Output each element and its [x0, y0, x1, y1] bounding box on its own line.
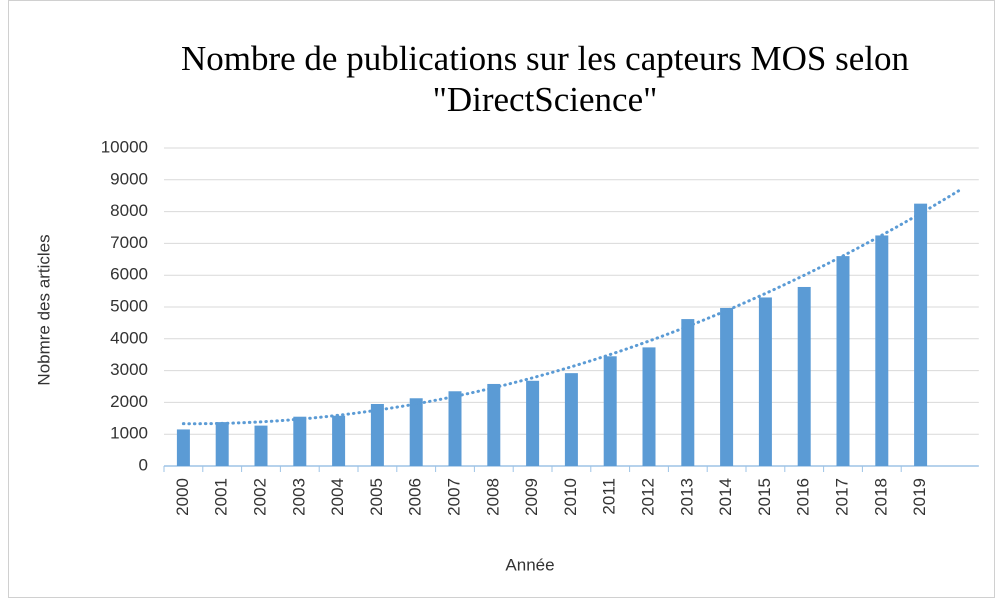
bar	[914, 203, 928, 466]
bar	[797, 286, 811, 466]
bar	[293, 416, 307, 466]
x-axis-label: Année	[505, 555, 554, 574]
x-tick-label: 2006	[406, 478, 425, 516]
y-tick-label: 1000	[110, 424, 148, 443]
y-tick-label: 0	[139, 455, 148, 474]
y-tick-label: 3000	[110, 360, 148, 379]
bar	[409, 398, 423, 466]
x-tick-label: 2000	[173, 478, 192, 516]
bar	[215, 422, 229, 466]
x-tick-label: 2019	[910, 478, 929, 516]
bar	[875, 235, 889, 466]
bar	[370, 403, 384, 466]
bar	[332, 415, 346, 466]
x-tick-label: 2009	[522, 478, 541, 516]
trendline	[181, 188, 961, 426]
x-tick-label: 2003	[289, 478, 308, 516]
chart-title: Nombre de publications sur les capteurs …	[180, 39, 910, 119]
x-tick-label: 2016	[794, 478, 813, 516]
x-tick-label: 2005	[367, 478, 386, 516]
x-tick-label: 2017	[832, 478, 851, 516]
bar	[758, 297, 772, 466]
x-tick-label: 2001	[212, 478, 231, 516]
bar	[603, 356, 617, 466]
bar	[642, 347, 656, 466]
x-tick-label: 2012	[638, 478, 657, 516]
x-tick-label: 2013	[677, 478, 696, 516]
bar	[681, 319, 695, 466]
x-tick-label: 2011	[600, 478, 619, 515]
x-tick-label: 2004	[328, 478, 347, 516]
x-tick-label: 2014	[716, 478, 735, 516]
y-tick-label: 2000	[110, 392, 148, 411]
x-tick-label: 2008	[483, 478, 502, 516]
x-tick-label: 2002	[250, 478, 269, 516]
bar	[564, 373, 578, 466]
frame	[8, 0, 995, 598]
y-tick-label: 7000	[110, 233, 148, 252]
y-tick-label: 5000	[110, 296, 148, 315]
x-tick-label: 2018	[871, 478, 890, 516]
y-tick-label: 9000	[110, 169, 148, 188]
bar	[836, 256, 850, 466]
bar	[254, 425, 268, 466]
y-tick-label: 6000	[110, 265, 148, 284]
bar	[487, 383, 501, 466]
bar	[720, 307, 734, 466]
y-tick-label: 10000	[101, 137, 148, 156]
bar	[176, 429, 190, 466]
bar	[526, 380, 540, 466]
y-axis-label: Nobmre des articles	[34, 234, 53, 385]
x-tick-label: 2010	[561, 478, 580, 516]
x-tick-label: 2015	[755, 478, 774, 516]
bar	[448, 391, 462, 466]
y-tick-label: 4000	[110, 328, 148, 347]
y-tick-label: 8000	[110, 201, 148, 220]
x-tick-label: 2007	[444, 478, 463, 516]
